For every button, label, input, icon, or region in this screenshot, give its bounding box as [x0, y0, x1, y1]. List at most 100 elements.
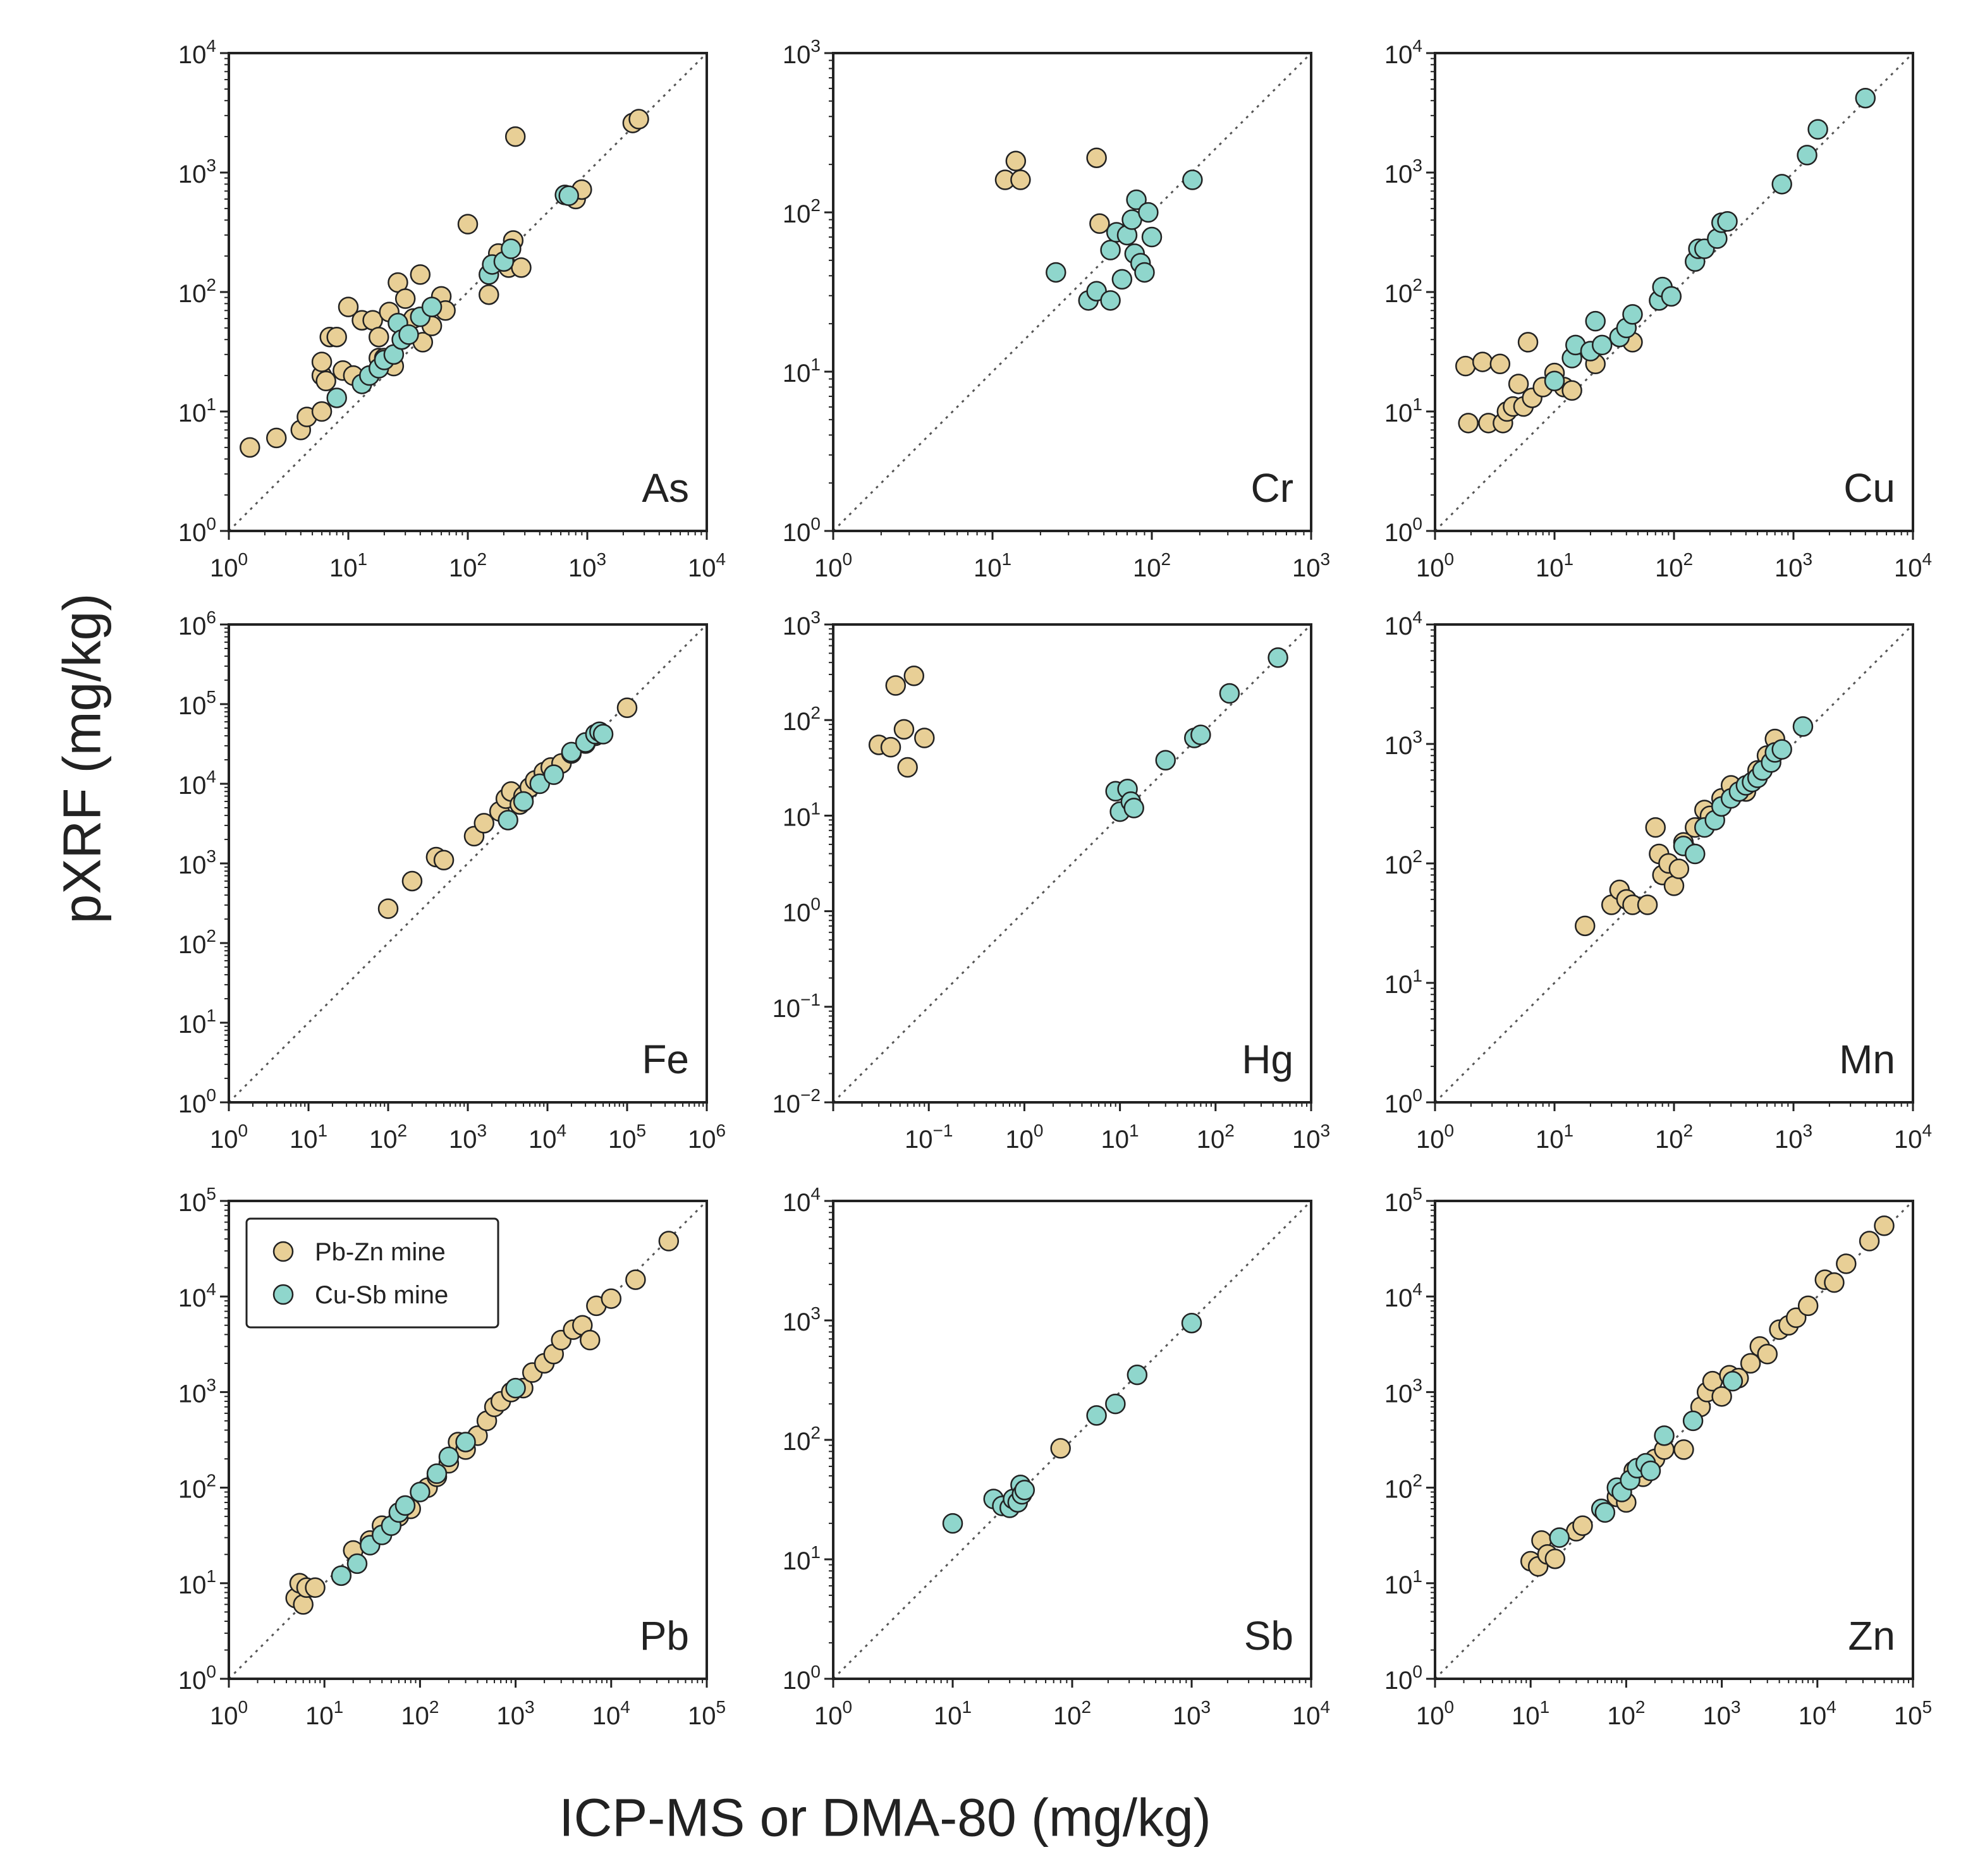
element-label: Hg: [1242, 1037, 1293, 1082]
data-point: [1182, 169, 1203, 190]
data-point: [1757, 1343, 1778, 1365]
data-point: [1661, 286, 1682, 307]
y-tick-label: 104: [1384, 36, 1422, 69]
data-point: [1105, 1393, 1126, 1415]
y-tick-label: 100: [1384, 1662, 1422, 1695]
data-point: [1134, 262, 1155, 283]
data-point: [580, 1329, 601, 1351]
data-point: [1682, 1410, 1704, 1432]
series-cu-sb: [1673, 716, 1814, 865]
data-point: [410, 1482, 431, 1502]
series-cu-sb: [1046, 169, 1203, 311]
data-point: [1155, 750, 1176, 770]
x-tick-label: 104: [592, 1697, 630, 1730]
data-point: [1622, 304, 1643, 325]
data-point: [1855, 87, 1876, 109]
y-tick-label: 104: [178, 36, 216, 69]
x-tick-label: 103: [1703, 1697, 1741, 1730]
identity-line: [1434, 52, 1914, 532]
identity-line: [228, 52, 708, 532]
data-point: [1645, 817, 1666, 838]
data-point: [1544, 1548, 1566, 1569]
data-point: [658, 1231, 680, 1252]
data-point: [501, 238, 522, 259]
legend: Pb-Zn mine Cu-Sb mine: [245, 1217, 499, 1329]
legend-marker: [272, 1284, 294, 1305]
data-point: [1086, 1405, 1107, 1426]
y-tick-label: 103: [1384, 727, 1422, 760]
data-point: [513, 791, 534, 812]
x-tick-label: 102: [1197, 1121, 1235, 1154]
series-pb-zn: [1050, 1438, 1071, 1459]
data-point: [421, 296, 443, 317]
data-point: [1836, 1253, 1857, 1274]
series-cu-sb: [331, 1377, 526, 1587]
y-tick-label: 101: [1384, 1566, 1422, 1599]
y-tick-label: 102: [1384, 275, 1422, 308]
x-tick-label: 102: [1607, 1697, 1645, 1730]
data-point: [1549, 1527, 1570, 1548]
y-tick-label: 102: [178, 275, 216, 308]
data-point: [511, 257, 532, 278]
data-point: [1123, 798, 1144, 819]
data-point: [1100, 240, 1121, 260]
data-point: [1190, 724, 1211, 745]
x-tick-label: 100: [210, 1121, 248, 1154]
x-tick-label: 103: [1775, 1121, 1812, 1154]
data-point: [1640, 1460, 1661, 1482]
x-tick-label: 100: [1416, 1121, 1454, 1154]
x-tick-label: 104: [1799, 1697, 1836, 1730]
x-tick-label: 101: [934, 1697, 972, 1730]
identity-line: [832, 1200, 1312, 1680]
element-label: Sb: [1244, 1613, 1293, 1659]
element-label: Mn: [1839, 1037, 1895, 1082]
y-tick-label: 101: [783, 1542, 821, 1575]
data-point: [346, 1553, 368, 1574]
y-tick-label: 103: [783, 36, 821, 69]
element-label: As: [642, 465, 689, 511]
data-point: [1181, 1312, 1202, 1334]
y-tick-label: 103: [178, 1375, 216, 1408]
data-point: [1005, 150, 1027, 172]
x-tick-label: 103: [449, 1121, 487, 1154]
data-point: [1111, 269, 1133, 290]
x-tick-label: 102: [1655, 1121, 1693, 1154]
data-point: [1126, 189, 1147, 210]
y-tick-label: 102: [1384, 1471, 1422, 1504]
data-point: [505, 1377, 526, 1399]
data-point: [1127, 1364, 1148, 1386]
plot-frame: [1434, 623, 1914, 1104]
data-point: [1668, 858, 1690, 879]
y-tick-label: 102: [783, 1423, 821, 1456]
x-tick-label: 102: [1133, 549, 1171, 582]
x-tick-label: 100: [814, 549, 852, 582]
data-point: [398, 324, 419, 345]
y-tick-label: 100: [178, 1085, 216, 1118]
data-point: [1591, 334, 1613, 356]
legend-label: Pb-Zn mine: [315, 1238, 446, 1266]
plot-frame: [228, 52, 708, 532]
data-point: [561, 741, 582, 763]
y-tick-label: 100: [783, 894, 821, 927]
x-tick-label: 100: [1416, 1697, 1454, 1730]
y-tick-label: 104: [178, 767, 216, 800]
legend-marker: [272, 1241, 294, 1262]
y-tick-label: 101: [178, 1006, 216, 1038]
data-point: [1859, 1231, 1880, 1252]
y-tick-label: 105: [1384, 1184, 1422, 1217]
y-tick-label: 102: [783, 195, 821, 228]
data-point: [1489, 353, 1511, 375]
data-point: [1771, 174, 1792, 195]
x-tick-label: 102: [369, 1121, 407, 1154]
data-point: [543, 764, 565, 785]
y-tick-label: 102: [178, 1471, 216, 1504]
x-tick-label: 101: [1101, 1121, 1139, 1154]
data-point: [903, 666, 925, 686]
x-tick-label: 100: [1005, 1121, 1043, 1154]
x-tick-label: 103: [1292, 1121, 1330, 1154]
data-point: [628, 109, 649, 130]
x-tick-label: 106: [688, 1121, 726, 1154]
